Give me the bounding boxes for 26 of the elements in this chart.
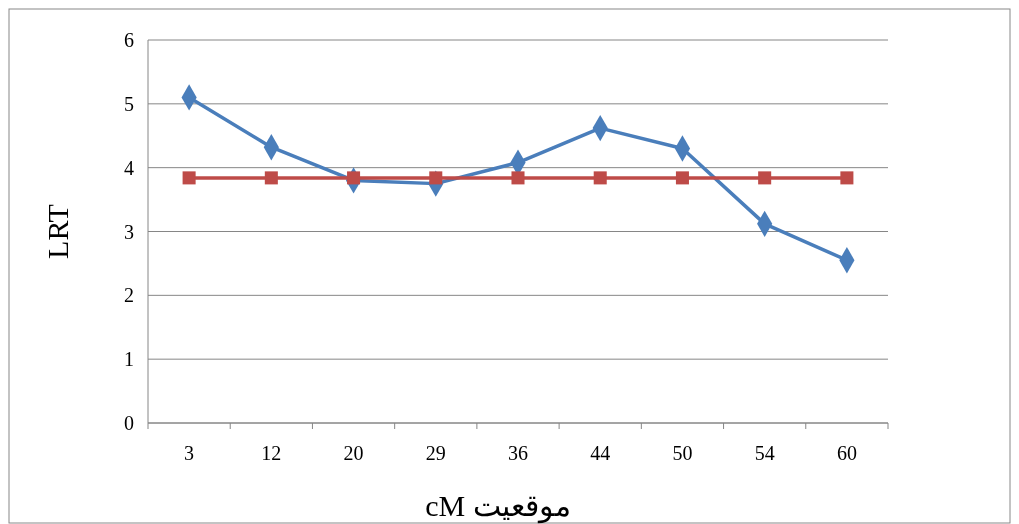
point: [675, 171, 689, 185]
point: [347, 171, 361, 185]
y-tick-label: 0: [124, 412, 134, 434]
y-tick-label: 5: [124, 92, 134, 115]
y-axis-title: LRT: [41, 204, 74, 259]
x-tick-label: 54: [754, 442, 775, 464]
point: [758, 171, 772, 185]
x-tick-label: 20: [343, 442, 364, 464]
point: [182, 171, 196, 185]
x-tick-label: 60: [836, 442, 857, 464]
x-axis-title: cM موقعیت: [425, 489, 571, 524]
y-tick-label: 3: [124, 220, 134, 243]
y-tick-label: 1: [124, 348, 134, 371]
x-tick-label: 12: [261, 442, 282, 464]
x-tick-label: 36: [508, 442, 528, 464]
point: [264, 171, 278, 185]
y-tick-label: 4: [124, 156, 134, 179]
x-tick-label: 44: [590, 442, 611, 464]
x-tick-label: 29: [425, 442, 446, 464]
y-tick-label: 2: [124, 284, 134, 307]
point: [840, 171, 854, 185]
x-tick-label: 50: [672, 442, 693, 464]
y-tick-label: 6: [124, 29, 134, 51]
point: [593, 171, 607, 185]
x-tick-label: 3: [184, 442, 195, 464]
point: [511, 171, 525, 185]
